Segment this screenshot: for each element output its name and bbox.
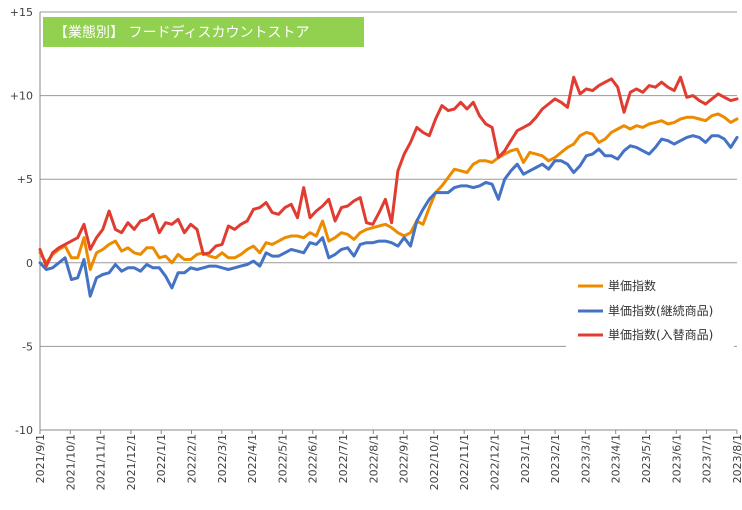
x-tick-label: 2022/5/1 xyxy=(276,434,289,483)
chart-title-text: 【業態別】 フードディスカウントストア xyxy=(54,24,309,41)
chart-title: 【業態別】 フードディスカウントストア xyxy=(43,17,364,47)
legend: 単価指数 単価指数(継続商品) 単価指数(入替商品) xyxy=(566,272,734,350)
x-tick-label: 2023/4/1 xyxy=(610,434,623,483)
series-line-unit-price-index xyxy=(38,112,739,271)
x-tick-label: 2022/7/1 xyxy=(337,434,350,483)
x-tick-label: 2023/1/1 xyxy=(519,434,532,483)
x-tick-label: 2022/6/1 xyxy=(307,434,320,483)
y-tick-labels: +15 +10 +5 0 -5 -10 xyxy=(10,6,33,437)
chart-title-background xyxy=(43,17,364,47)
x-tick-label: 2021/10/1 xyxy=(64,434,77,490)
series-line-continuing-items xyxy=(38,134,739,298)
x-tick-label: 2022/3/1 xyxy=(216,434,229,483)
x-tick-label: 2022/8/1 xyxy=(367,434,380,483)
y-tick-label: +5 xyxy=(17,173,33,186)
series-lines xyxy=(38,75,739,298)
x-tick-label: 2022/9/1 xyxy=(398,434,411,483)
legend-label-continuing-items: 単価指数(継続商品) xyxy=(608,303,713,318)
x-tick-label: 2023/2/1 xyxy=(549,434,562,483)
x-tick-label: 2023/8/1 xyxy=(731,434,742,483)
x-tick-label: 2021/11/1 xyxy=(95,434,108,490)
x-tick-label: 2021/12/1 xyxy=(125,434,138,490)
x-tick-label: 2023/5/1 xyxy=(640,434,653,483)
y-tick-label: -10 xyxy=(15,424,33,437)
y-tick-label: +15 xyxy=(10,6,33,19)
x-tick-label: 2021/9/1 xyxy=(34,434,47,483)
x-tick-label: 2022/4/1 xyxy=(246,434,259,483)
axes xyxy=(39,12,738,434)
series-line-replaced-items xyxy=(38,75,739,268)
legend-label-replaced-items: 単価指数(入替商品) xyxy=(608,327,713,342)
x-tick-label: 2023/3/1 xyxy=(579,434,592,483)
x-tick-label: 2023/6/1 xyxy=(670,434,683,483)
x-tick-label: 2022/1/1 xyxy=(155,434,168,483)
x-tick-label: 2022/12/1 xyxy=(489,434,502,490)
y-tick-label: 0 xyxy=(26,257,33,270)
y-tick-label: -5 xyxy=(22,340,33,353)
x-tick-label: 2023/7/1 xyxy=(701,434,714,483)
legend-label-unit-price-index: 単価指数 xyxy=(608,278,656,293)
x-tick-labels: 2021/9/1 2021/10/1 2021/11/1 2021/12/1 2022/… xyxy=(34,434,742,490)
x-tick-label: 2022/10/1 xyxy=(428,434,441,490)
x-tick-label: 2022/2/1 xyxy=(186,434,199,483)
y-tick-label: +10 xyxy=(10,90,33,103)
x-tick-label: 2022/11/1 xyxy=(458,434,471,490)
